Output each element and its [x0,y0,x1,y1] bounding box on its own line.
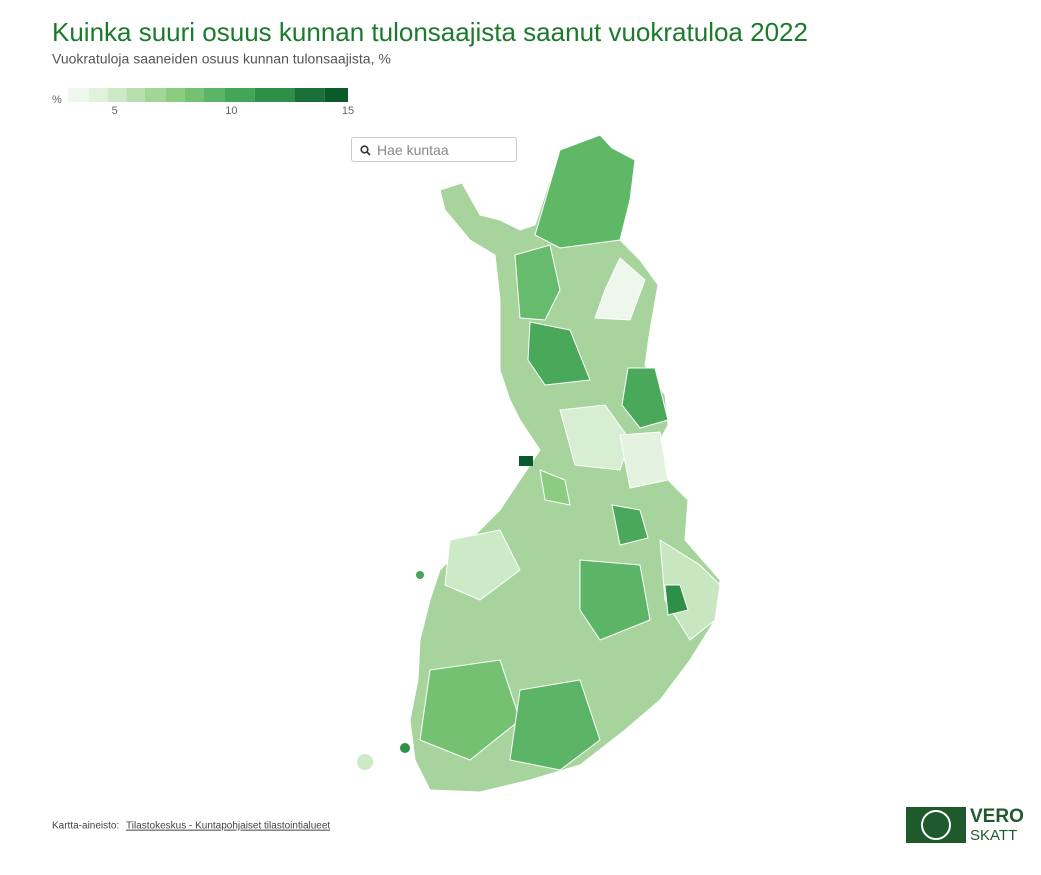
legend-bin [324,88,348,102]
legend-unit: % [52,94,62,106]
legend-bin [254,88,295,102]
region [664,584,689,616]
logo-emblem [906,807,966,843]
search-placeholder: Hae kuntaa [377,142,449,158]
legend-bin [224,88,255,102]
legend-bin [184,88,204,102]
logo-line2: SKATT [970,827,1017,844]
region [419,659,521,761]
legend-bin [68,88,89,102]
region [579,559,651,641]
island [400,743,410,753]
region [611,504,649,546]
legend-bin [126,88,145,102]
logo-circle [921,810,951,840]
legend-tick-label: 5 [112,105,118,117]
island [357,754,373,770]
map [357,134,721,793]
subtitle: Vuokratuloja saaneiden osuus kunnan tulo… [52,51,391,67]
region [619,431,669,489]
legend-bin [166,88,185,102]
region [594,257,646,321]
legend-tick-label: 10 [225,105,237,117]
legend-bin [145,88,166,102]
region [444,529,521,601]
region [539,469,571,506]
region [509,679,601,771]
legend-bin [203,88,225,102]
logo: VERO SKATT [906,806,1024,844]
logo-line1: VERO [970,806,1024,827]
region [527,321,591,386]
legend: 5 10 15 [68,88,354,117]
title: Kuinka suuri osuus kunnan tulonsaajista … [52,17,808,47]
source-prefix: Kartta-aineisto: [52,821,119,832]
region [514,244,561,321]
legend-bin [294,88,325,102]
legend-bin [89,88,108,102]
search-box[interactable]: Hae kuntaa [351,137,517,162]
region [534,134,636,249]
region [621,367,669,429]
search-icon [360,145,371,156]
legend-bin [107,88,127,102]
island [416,571,424,579]
legend-tick-label: 15 [342,105,354,117]
region [659,539,721,641]
source-link[interactable]: Tilastokeskus - Kuntapohjaiset tilastoin… [126,821,330,832]
region [519,456,533,466]
